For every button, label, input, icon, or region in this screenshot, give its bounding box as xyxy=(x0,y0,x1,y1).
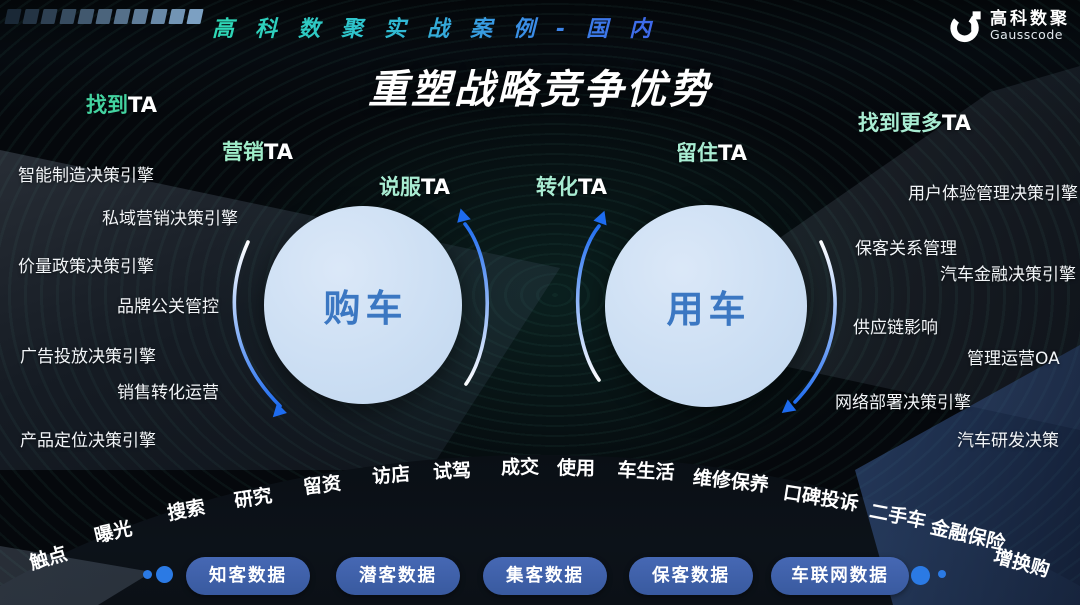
journey-step: 留资 xyxy=(301,472,343,499)
header-square xyxy=(149,9,168,24)
decorative-squares xyxy=(0,0,220,36)
accent-dot xyxy=(156,566,173,583)
journey-step: 成交 xyxy=(500,456,540,479)
stage-label-ta: TA xyxy=(942,111,971,135)
stage-label-ta: TA xyxy=(128,93,157,117)
engine-label-right: 网络部署决策引擎 xyxy=(835,393,971,413)
data-pill: 潜客数据 xyxy=(336,557,460,595)
engine-label-left: 品牌公关管控 xyxy=(117,297,219,317)
header-square xyxy=(113,9,131,24)
accent-dot xyxy=(938,570,946,578)
journey-step: 使用 xyxy=(556,457,596,480)
circle-buy-car-label: 购车 xyxy=(323,287,408,330)
accent-dot xyxy=(143,570,152,579)
stage-label-cn: 转化 xyxy=(536,175,578,199)
circle-use-car-label: 用车 xyxy=(666,288,751,331)
engine-label-left: 智能制造决策引擎 xyxy=(18,166,154,186)
stage-label-cn: 留住 xyxy=(676,141,718,165)
header-square xyxy=(186,9,204,24)
engine-label-left: 销售转化运营 xyxy=(117,383,219,403)
stage-label-ta: TA xyxy=(718,141,747,165)
engine-label-right: 供应链影响 xyxy=(853,318,938,338)
data-pill: 集客数据 xyxy=(483,557,607,595)
stage-label: 留住TA xyxy=(676,137,747,167)
engine-label-right: 管理运营OA xyxy=(967,349,1060,369)
stage-label-ta: TA xyxy=(264,140,293,164)
stage-label: 找到更多TA xyxy=(858,107,971,137)
data-pill: 知客数据 xyxy=(186,557,310,595)
stage-label-cn: 找到更多 xyxy=(858,111,942,135)
circle-buy-car: 购车 xyxy=(264,206,462,404)
engine-label-right: 保客关系管理 xyxy=(855,239,957,259)
engine-label-left: 私域营销决策引擎 xyxy=(102,209,238,229)
data-pill: 车联网数据 xyxy=(771,557,909,595)
journey-step: 试驾 xyxy=(432,459,472,484)
circle-use-car: 用车 xyxy=(605,205,807,407)
stage-label: 找到TA xyxy=(86,89,157,119)
stage-label-ta: TA xyxy=(578,175,607,199)
stage-label: 营销TA xyxy=(222,136,293,166)
engine-label-right: 用户体验管理决策引擎 xyxy=(908,184,1078,204)
gausscode-logo-icon xyxy=(950,11,981,43)
header-square xyxy=(40,9,58,24)
engine-label-left: 广告投放决策引擎 xyxy=(20,347,156,367)
header-square xyxy=(58,9,77,24)
header-square xyxy=(131,9,149,24)
header-square xyxy=(168,9,186,24)
header-square xyxy=(4,9,22,24)
journey-step: 车生活 xyxy=(616,459,675,484)
brand-logo: 高科数聚 Gausscode xyxy=(949,8,1070,44)
stage-label: 说服TA xyxy=(379,171,450,201)
logo-cn-text: 高科数聚 xyxy=(990,8,1070,29)
stage-label: 转化TA xyxy=(536,171,607,201)
stage-label-cn: 说服 xyxy=(379,175,421,199)
page-title: 重塑战略竞争优势 xyxy=(368,67,712,113)
slide-kicker: 高科数聚实战案例-国内 xyxy=(212,11,672,43)
engine-label-right: 汽车研发决策 xyxy=(957,431,1059,451)
header-square xyxy=(77,9,95,24)
engine-label-left: 产品定位决策引擎 xyxy=(20,431,156,451)
header-square xyxy=(95,9,113,24)
accent-dot xyxy=(911,566,930,585)
logo-en-text: Gausscode xyxy=(990,27,1063,43)
data-pill: 保客数据 xyxy=(629,557,753,595)
journey-step: 访店 xyxy=(371,462,412,489)
engine-label-left: 价量政策决策引擎 xyxy=(18,257,154,277)
stage-label-cn: 营销 xyxy=(222,140,264,164)
header-square xyxy=(22,9,40,24)
stage-label-ta: TA xyxy=(421,175,450,199)
stage-label-cn: 找到 xyxy=(86,93,128,117)
engine-label-right: 汽车金融决策引擎 xyxy=(940,265,1076,285)
